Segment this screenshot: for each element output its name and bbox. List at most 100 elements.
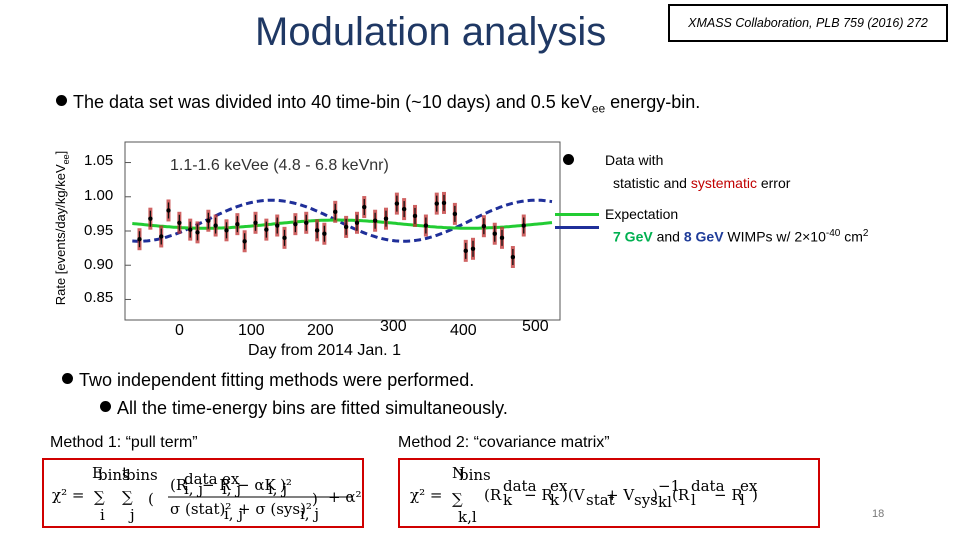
svg-text:(: ( <box>148 490 154 508</box>
svg-text:− R: − R <box>524 486 553 504</box>
data-point <box>293 221 298 227</box>
svg-text:− αK: − αK <box>237 476 276 494</box>
svg-text:bins: bins <box>126 466 158 484</box>
svg-text:−1: −1 <box>658 477 680 495</box>
bullet-data-division: The data set was divided into 40 time-bi… <box>56 92 700 116</box>
svg-text:i, j: i, j <box>268 480 287 498</box>
legend-data-title: Data with <box>605 152 664 168</box>
svg-text:j: j <box>128 506 135 524</box>
svg-text:sys: sys <box>634 491 658 509</box>
data-point <box>412 213 418 219</box>
svg-text:i, j: i, j <box>300 505 319 523</box>
svg-text:bins: bins <box>459 466 491 484</box>
x-tick-label: 400 <box>450 322 477 339</box>
data-point <box>470 246 476 251</box>
svg-text:ex: ex <box>740 477 758 495</box>
data-point <box>166 208 171 213</box>
svg-text:+ α²: + α² <box>328 488 361 506</box>
svg-text:χ² =: χ² = <box>52 486 84 504</box>
method2-label: Method 2: “covariance matrix” <box>398 434 610 451</box>
svg-text:(R: (R <box>170 476 188 494</box>
slide-title: Modulation analysis <box>255 10 607 54</box>
svg-text:(R: (R <box>484 486 502 504</box>
series-8gev-curve <box>132 198 553 243</box>
data-point <box>235 221 240 227</box>
data-point <box>362 204 367 210</box>
data-point <box>492 231 497 236</box>
data-point <box>394 201 400 206</box>
y-tick-label: 0.85 <box>84 289 114 306</box>
svg-text:kl: kl <box>658 493 672 511</box>
data-point <box>188 227 193 232</box>
data-point <box>177 220 182 225</box>
svg-text:t: t <box>122 464 128 482</box>
data-point <box>510 254 516 260</box>
svg-text:+ V: + V <box>606 486 635 504</box>
x-tick-label: 300 <box>380 318 407 335</box>
bullet-simultaneous-fit: All the time-energy bins are fitted simu… <box>100 398 508 419</box>
legend-blue-line <box>555 226 599 229</box>
data-point <box>434 201 439 206</box>
svg-text:)²: )² <box>280 476 292 494</box>
svg-text:i, j: i, j <box>222 480 241 498</box>
chart-inner-title: 1.1-1.6 keVee (4.8 - 6.8 keVnr) <box>170 157 389 174</box>
data-point <box>242 239 247 244</box>
svg-text:l: l <box>691 491 696 509</box>
bullet-icon <box>56 95 67 106</box>
x-tick-label: 100 <box>238 322 265 339</box>
x-tick-label: 0 <box>175 322 184 339</box>
bullet-fitting-methods: Two independent fitting methods were per… <box>62 370 474 391</box>
data-point <box>148 216 153 221</box>
svg-text:E: E <box>92 464 103 482</box>
svg-text:i: i <box>100 506 105 524</box>
svg-text:k: k <box>503 491 513 509</box>
data-point <box>401 206 407 212</box>
y-tick-label: 0.90 <box>84 256 114 273</box>
svg-text:): ) <box>312 490 318 508</box>
legend-exp-title: Expectation <box>605 206 679 222</box>
legend-data-desc: statistic and systematic error <box>613 175 791 191</box>
data-point <box>282 235 287 241</box>
svg-text:− R: − R <box>714 486 743 504</box>
data-point <box>322 231 327 236</box>
x-tick-label: 500 <box>522 318 549 335</box>
svg-text:∑: ∑ <box>452 490 463 508</box>
data-point <box>333 209 338 215</box>
data-point <box>499 235 505 241</box>
svg-text:data: data <box>691 477 725 495</box>
data-point <box>521 223 526 228</box>
svg-text:stat: stat <box>586 491 615 509</box>
citation-box: XMASS Collaboration, PLB 759 (2016) 272 <box>668 4 948 42</box>
data-point <box>354 220 360 225</box>
svg-text:ex: ex <box>550 477 568 495</box>
x-tick-label: 200 <box>307 322 334 339</box>
y-tick-label: 1.05 <box>84 152 114 169</box>
bullet-icon <box>100 401 111 412</box>
page-number: 18 <box>872 508 885 520</box>
svg-text:k: k <box>550 491 560 509</box>
data-point <box>304 220 309 225</box>
data-point <box>137 237 142 242</box>
data-point <box>423 223 429 228</box>
data-point <box>343 224 349 230</box>
svg-text:): ) <box>652 486 658 504</box>
svg-text:data: data <box>503 477 537 495</box>
data-point <box>372 218 378 223</box>
y-tick-label: 1.00 <box>84 187 114 204</box>
svg-text:): ) <box>752 486 758 504</box>
svg-text:k,l: k,l <box>458 508 477 526</box>
data-marker-icon <box>563 154 574 165</box>
data-point <box>213 223 218 228</box>
data-point <box>206 218 211 223</box>
legend-green-line <box>555 213 599 216</box>
svg-text:+ σ (sys)²: + σ (sys)² <box>238 500 312 518</box>
svg-text:data: data <box>184 470 218 488</box>
data-point <box>275 223 280 228</box>
svg-text:N: N <box>452 464 465 482</box>
method1-label: Method 1: “pull term” <box>50 434 198 451</box>
svg-text:bins: bins <box>98 466 130 484</box>
